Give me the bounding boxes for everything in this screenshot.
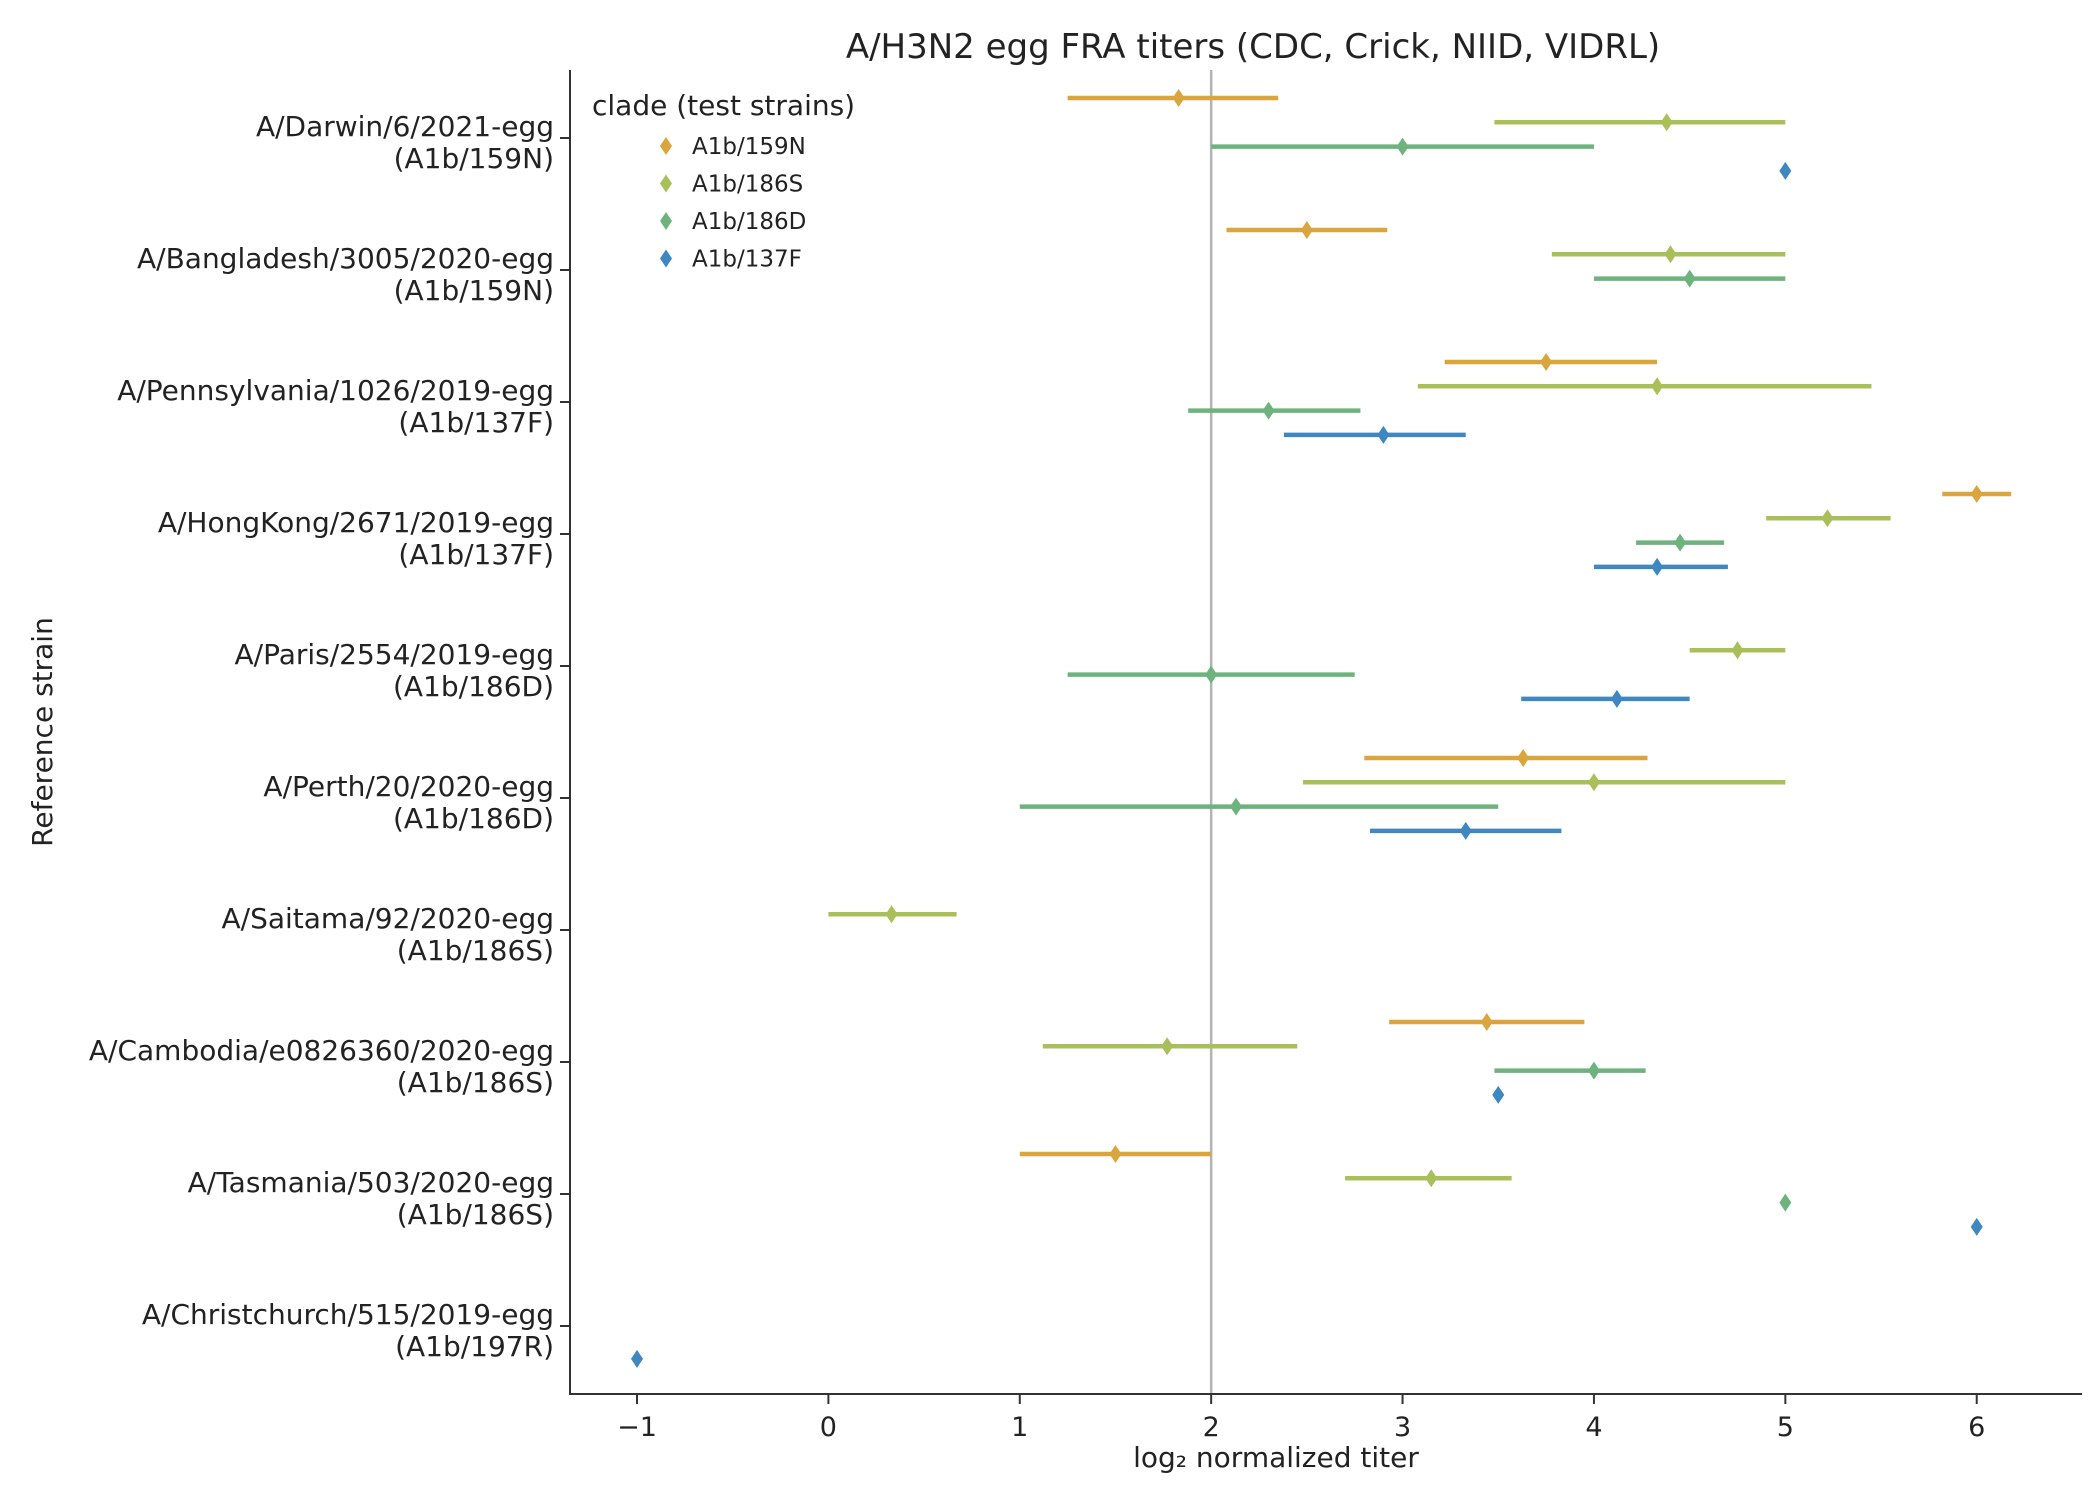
data-point: [1779, 161, 1792, 180]
x-ticks: −1 0 1 2 3 4 5 6: [617, 1394, 1985, 1443]
x-tick-label: 3: [1394, 1412, 1411, 1443]
legend-entry: A1b/137F: [660, 247, 802, 273]
y-tick-label-strain: A/Darwin/6/2021-egg: [256, 110, 554, 143]
y-tick-label-clade: (A1b/159N): [394, 274, 554, 307]
x-tick-label: 6: [1968, 1412, 1985, 1443]
legend-label: A1b/159N: [692, 134, 806, 160]
data-point: [1480, 1013, 1493, 1031]
data-point: [1205, 665, 1218, 684]
x-tick-label: 1: [1011, 1412, 1028, 1443]
data-point: [1731, 641, 1744, 660]
y-tick-label-clade: (A1b/137F): [398, 406, 554, 439]
data-point: [1492, 1085, 1505, 1104]
data-point: [1821, 509, 1834, 528]
legend-marker: [660, 137, 672, 155]
legend-entry: A1b/186D: [660, 209, 806, 235]
series-2: [828, 113, 1891, 1188]
x-tick-label: 4: [1585, 1412, 1602, 1443]
data-point: [1779, 1193, 1792, 1212]
legend: clade (test strains) A1b/159N A1b/186S A1b…: [592, 89, 855, 273]
legend-entry: A1b/159N: [660, 134, 806, 160]
y-ticks: A/Darwin/6/2021-egg(A1b/159N)A/Banglades…: [89, 110, 570, 1363]
x-tick-label: 5: [1777, 1412, 1794, 1443]
y-tick-label-clade: (A1b/159N): [394, 142, 554, 175]
data-point: [1161, 1037, 1174, 1056]
y-tick-label-strain: A/Tasmania/503/2020-egg: [188, 1166, 554, 1199]
x-tick-label: −1: [617, 1412, 657, 1443]
data-point: [630, 1349, 643, 1368]
data-point: [1970, 485, 1983, 503]
y-tick-label-clade: (A1b/137F): [398, 538, 554, 571]
y-tick-label-strain: A/Paris/2554/2019-egg: [234, 638, 554, 671]
data-point: [1300, 221, 1313, 239]
legend-marker: [660, 212, 672, 230]
y-tick-label-clade: (A1b/186S): [397, 1066, 554, 1099]
data-point: [1651, 557, 1664, 576]
y-tick-label-strain: A/Cambodia/e0826360/2020-egg: [89, 1034, 554, 1067]
data-point: [1459, 821, 1472, 840]
legend-label: A1b/137F: [692, 247, 802, 273]
series-3: [1019, 137, 1792, 1212]
data-point: [1610, 689, 1623, 708]
legend-label: A1b/186D: [692, 209, 806, 235]
data-point: [1664, 245, 1677, 264]
data-point: [885, 905, 898, 924]
data-point: [1540, 353, 1553, 371]
x-tick-label: 0: [820, 1412, 837, 1443]
series-4: [630, 161, 1983, 1368]
y-tick-label-strain: A/Perth/20/2020-egg: [263, 770, 554, 803]
data-point: [1683, 269, 1696, 288]
y-axis-label: Reference strain: [26, 617, 59, 847]
x-tick-label: 2: [1203, 1412, 1220, 1443]
data-point: [1377, 425, 1390, 444]
legend-title: clade (test strains): [592, 89, 855, 122]
chart-title: A/H3N2 egg FRA titers (CDC, Crick, NIID,…: [846, 27, 1660, 67]
data-point: [1660, 113, 1673, 132]
x-axis-label: log₂ normalized titer: [1133, 1441, 1419, 1474]
data-point: [1517, 749, 1530, 767]
data-point: [1587, 1061, 1600, 1080]
y-tick-label-clade: (A1b/186S): [397, 934, 554, 967]
data-point: [1396, 137, 1409, 156]
plot-area: [630, 70, 2012, 1394]
data-point: [1230, 797, 1243, 816]
legend-entry: A1b/186S: [660, 172, 803, 198]
data-point: [1674, 533, 1687, 552]
y-tick-label-clade: (A1b/186D): [393, 670, 554, 703]
axes: [569, 70, 2082, 1395]
y-tick-label-clade: (A1b/186D): [393, 802, 554, 835]
y-tick-label-strain: A/Saitama/92/2020-egg: [222, 902, 555, 935]
y-tick-label-strain: A/Christchurch/515/2019-egg: [142, 1298, 554, 1331]
legend-label: A1b/186S: [692, 172, 803, 198]
data-point: [1262, 401, 1275, 420]
y-tick-label-strain: A/Pennsylvania/1026/2019-egg: [117, 374, 554, 407]
legend-marker: [660, 249, 672, 268]
y-tick-label-clade: (A1b/186S): [397, 1198, 554, 1231]
data-point: [1587, 773, 1600, 792]
data-point: [1651, 377, 1664, 396]
data-point: [1970, 1217, 1983, 1236]
data-point: [1425, 1169, 1438, 1188]
y-tick-label-strain: A/HongKong/2671/2019-egg: [158, 506, 554, 539]
data-point: [1172, 89, 1185, 107]
data-point: [1109, 1145, 1122, 1163]
legend-marker: [660, 174, 672, 193]
y-tick-label-strain: A/Bangladesh/3005/2020-egg: [137, 242, 554, 275]
series-1: [1019, 89, 2012, 1163]
y-tick-label-clade: (A1b/197R): [395, 1330, 554, 1363]
